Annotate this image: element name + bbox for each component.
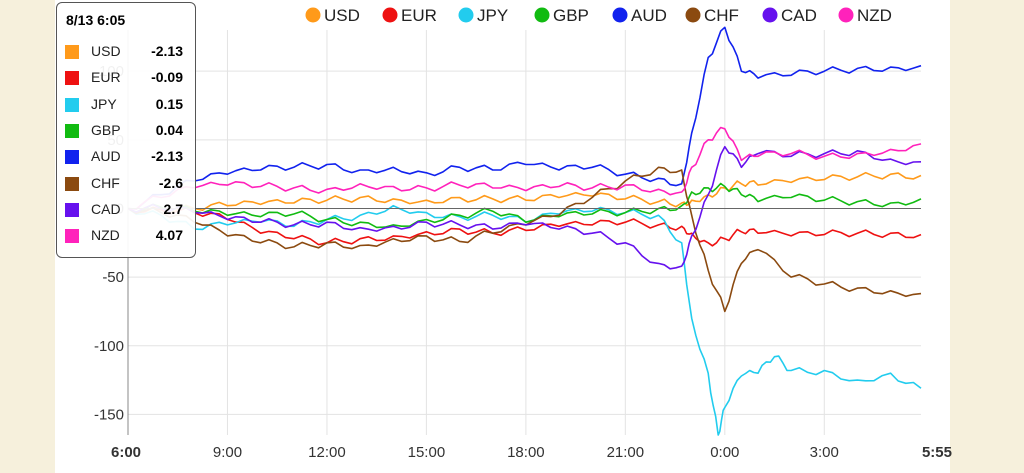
tooltip-swatch-usd: [65, 45, 79, 59]
tooltip-row-usd: USD -2.13: [65, 41, 193, 63]
legend-dot: [458, 7, 474, 23]
tooltip-swatch-nzd: [65, 229, 79, 243]
x-tick-label: 21:00: [607, 444, 645, 461]
legend-item-chf[interactable]: CHF: [685, 6, 739, 25]
tooltip-label-gbp: GBP: [91, 122, 121, 138]
series-line-gbp[interactable]: [127, 182, 922, 229]
x-tick-label: 3:00: [810, 444, 839, 461]
legend-dot: [612, 7, 628, 23]
tooltip-value-usd: -2.13: [151, 43, 183, 59]
x-tick-label: 0:00: [710, 444, 739, 461]
tooltip-swatch-gbp: [65, 124, 79, 138]
legend-item-nzd[interactable]: NZD: [838, 6, 892, 25]
legend[interactable]: USD EUR JPY GBP AUD CHF CAD NZD: [305, 6, 892, 25]
tooltip-row-jpy: JPY 0.15: [65, 94, 193, 116]
legend-label: NZD: [857, 6, 892, 25]
legend-item-cad[interactable]: CAD: [762, 6, 817, 25]
hover-tooltip: 8/13 6:05 USD -2.13 EUR -0.09 JPY 0.15 G…: [56, 2, 196, 258]
x-tick-label: 5:55: [922, 444, 952, 461]
tooltip-row-eur: EUR -0.09: [65, 67, 193, 89]
tooltip-value-cad: 2.7: [163, 201, 183, 217]
series-line-aud[interactable]: [127, 26, 922, 210]
tooltip-value-chf: -2.6: [158, 175, 183, 191]
legend-dot: [534, 7, 550, 23]
legend-dot: [305, 7, 321, 23]
legend-item-usd[interactable]: USD: [305, 6, 360, 25]
axis-layer: 6:00 9:00 12:00 15:00 18:00 21:00 0:00 3:00 5:55…: [94, 30, 952, 461]
series-layer: [127, 26, 922, 436]
series-line-eur[interactable]: [127, 206, 922, 247]
tooltip-row-chf: CHF -2.6: [65, 173, 193, 195]
legend-dot: [838, 7, 854, 23]
tooltip-swatch-aud: [65, 150, 79, 164]
tooltip-swatch-eur: [65, 71, 79, 85]
series-line-usd[interactable]: [127, 171, 922, 215]
legend-label: CHF: [704, 6, 739, 25]
legend-dot: [762, 7, 778, 23]
legend-label: GBP: [553, 6, 589, 25]
series-line-chf[interactable]: [127, 166, 922, 313]
tooltip-label-cad: CAD: [91, 201, 121, 217]
x-tick-label: 6:00: [111, 444, 141, 461]
x-tick-label: 12:00: [308, 444, 346, 461]
tooltip-value-jpy: 0.15: [155, 96, 183, 112]
legend-dot: [382, 7, 398, 23]
y-tick-label: -50: [102, 269, 124, 286]
series-line-jpy[interactable]: [127, 204, 922, 436]
tooltip-label-chf: CHF: [91, 175, 120, 191]
tooltip-time: 8/13 6:05: [66, 12, 126, 28]
y-tick-label: -150: [94, 406, 124, 423]
tooltip-row-gbp: GBP 0.04: [65, 120, 193, 142]
tooltip-swatch-chf: [65, 177, 79, 191]
legend-dot: [685, 7, 701, 23]
legend-item-aud[interactable]: AUD: [612, 6, 667, 25]
tooltip-label-usd: USD: [91, 43, 121, 59]
legend-item-eur[interactable]: EUR: [382, 6, 437, 25]
tooltip-swatch-jpy: [65, 98, 79, 112]
tooltip-value-nzd: 4.07: [155, 227, 183, 243]
tooltip-label-eur: EUR: [91, 69, 121, 85]
legend-item-jpy[interactable]: JPY: [458, 6, 509, 25]
series-line-nzd[interactable]: [127, 126, 922, 210]
tooltip-row-aud: AUD -2.13: [65, 146, 193, 168]
chart-panel: [55, 0, 950, 473]
tooltip-value-aud: -2.13: [151, 148, 183, 164]
legend-label: EUR: [401, 6, 437, 25]
series-line-cad[interactable]: [127, 145, 922, 270]
tooltip-row-nzd: NZD 4.07: [65, 225, 193, 247]
legend-label: CAD: [781, 6, 817, 25]
legend-label: USD: [324, 6, 360, 25]
x-tick-label: 15:00: [408, 444, 446, 461]
tooltip-label-jpy: JPY: [91, 96, 117, 112]
legend-label: JPY: [477, 6, 508, 25]
tooltip-swatch-cad: [65, 203, 79, 217]
x-tick-label: 9:00: [213, 444, 242, 461]
tooltip-label-aud: AUD: [91, 148, 121, 164]
tooltip-value-gbp: 0.04: [155, 122, 183, 138]
legend-label: AUD: [631, 6, 667, 25]
y-tick-label: -100: [94, 338, 124, 355]
tooltip-label-nzd: NZD: [91, 227, 120, 243]
x-tick-label: 18:00: [507, 444, 545, 461]
legend-item-gbp[interactable]: GBP: [534, 6, 589, 25]
tooltip-value-eur: -0.09: [151, 69, 183, 85]
tooltip-row-cad: CAD 2.7: [65, 199, 193, 221]
